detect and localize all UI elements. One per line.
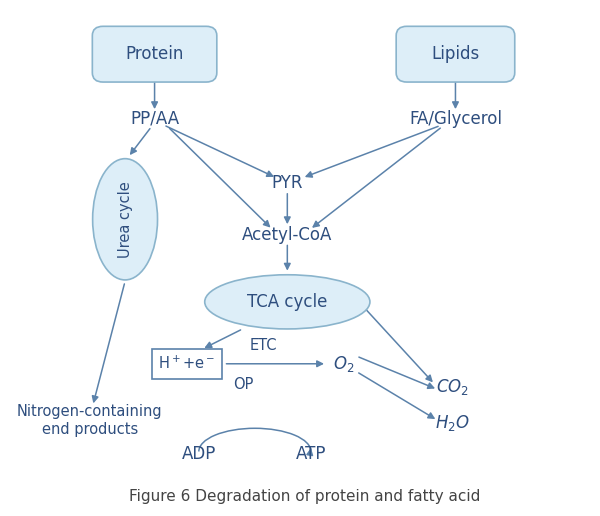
Text: Urea cycle: Urea cycle — [118, 181, 133, 257]
Text: Protein: Protein — [125, 45, 184, 63]
Text: Figure 6 Degradation of protein and fatty acid: Figure 6 Degradation of protein and fatt… — [130, 489, 481, 504]
Text: Nitrogen-containing
end products: Nitrogen-containing end products — [17, 405, 163, 437]
Text: $\mathregular{H^+}$+e$^-$: $\mathregular{H^+}$+e$^-$ — [158, 355, 215, 373]
FancyBboxPatch shape — [152, 349, 223, 379]
Text: ATP: ATP — [296, 445, 326, 463]
Text: $H_2O$: $H_2O$ — [435, 413, 470, 433]
Text: $CO_2$: $CO_2$ — [436, 377, 469, 397]
Text: ETC: ETC — [250, 338, 277, 353]
Ellipse shape — [92, 159, 158, 280]
Text: Lipids: Lipids — [431, 45, 479, 63]
Text: ADP: ADP — [182, 445, 216, 463]
Text: Acetyl-CoA: Acetyl-CoA — [242, 226, 332, 244]
Ellipse shape — [205, 275, 370, 329]
FancyBboxPatch shape — [396, 26, 515, 82]
Text: FA/Glycerol: FA/Glycerol — [409, 110, 502, 127]
Text: OP: OP — [233, 377, 253, 392]
Text: PP/AA: PP/AA — [130, 110, 179, 127]
FancyBboxPatch shape — [92, 26, 217, 82]
Text: PYR: PYR — [272, 174, 303, 192]
Text: TCA cycle: TCA cycle — [247, 293, 328, 311]
Text: $O_2$: $O_2$ — [332, 354, 354, 374]
